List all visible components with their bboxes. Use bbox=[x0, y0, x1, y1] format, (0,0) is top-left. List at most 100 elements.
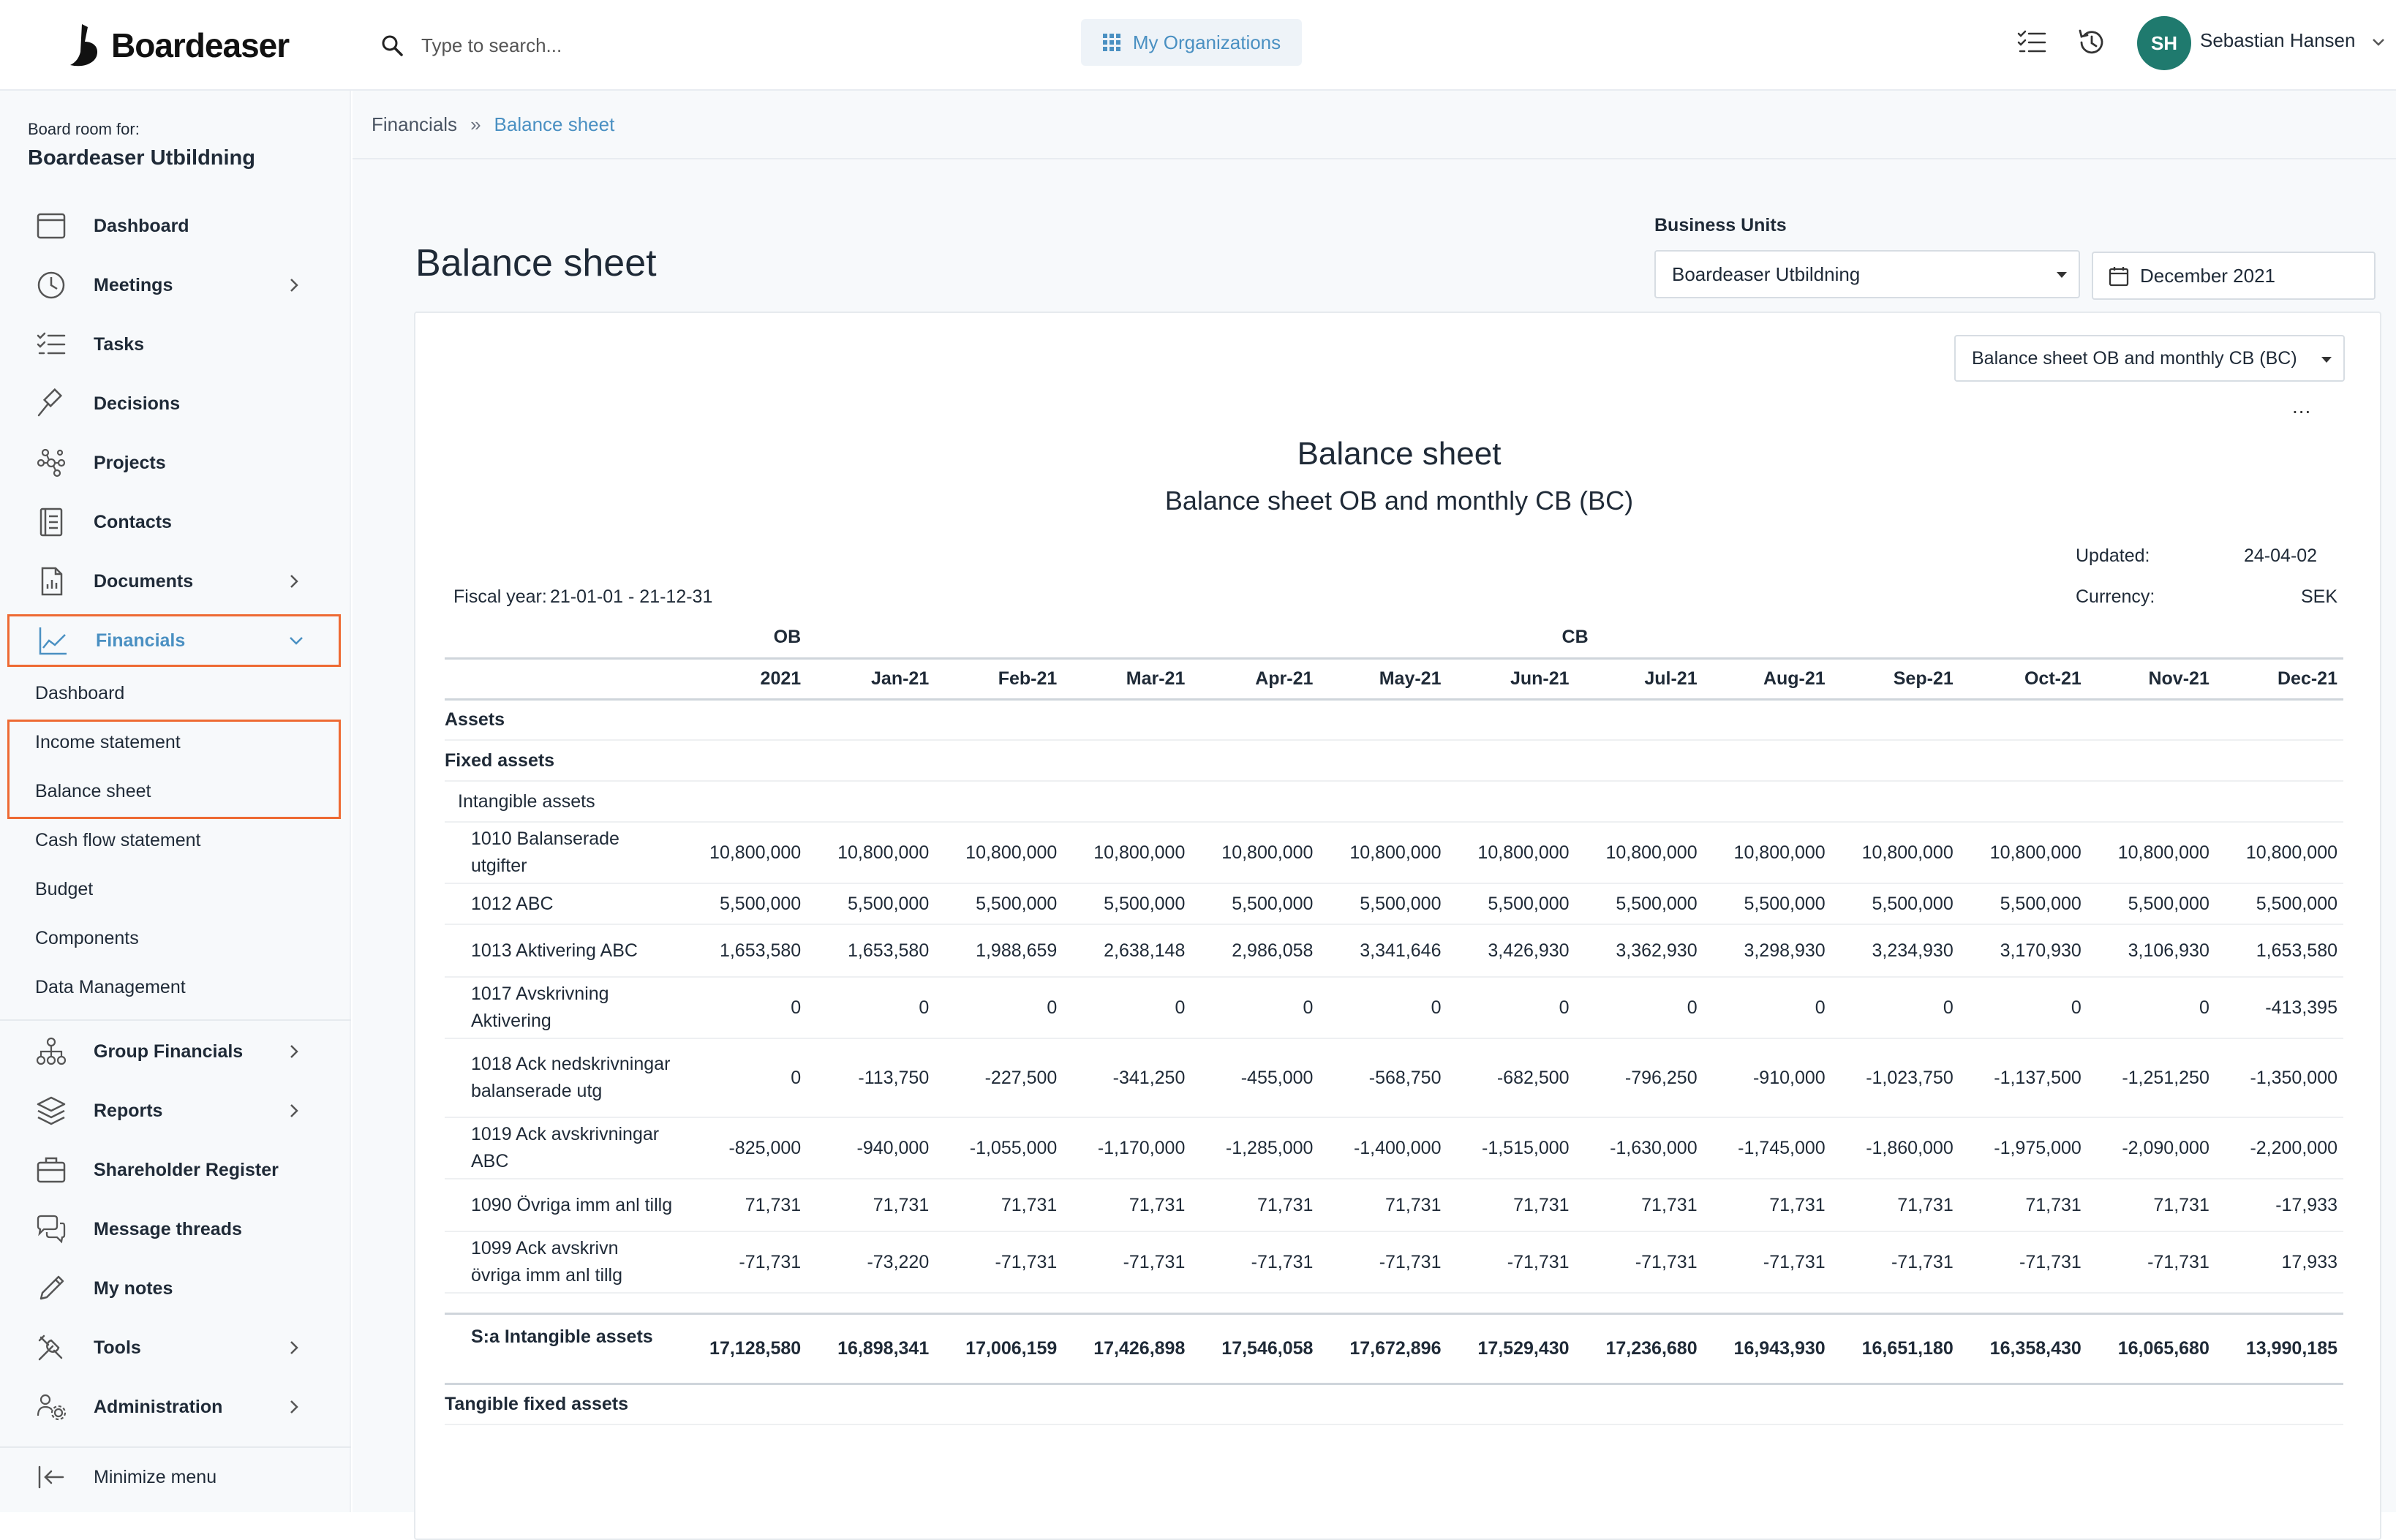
sidebar-item-reports[interactable]: Reports bbox=[7, 1084, 341, 1137]
sidebar-item-message-threads[interactable]: Message threads bbox=[7, 1203, 341, 1256]
table-cell: 5,500,000 bbox=[1063, 883, 1191, 925]
table-cell: 71,731 bbox=[1447, 1179, 1575, 1232]
sidebar-item-dashboard[interactable]: Dashboard bbox=[7, 200, 341, 252]
table-cell: -2,090,000 bbox=[2087, 1117, 2215, 1179]
sidebar-item-label: Message threads bbox=[94, 1218, 242, 1239]
logo-text: Boardeaser bbox=[111, 26, 290, 64]
main-content: Financials » Balance sheet Balance sheet… bbox=[353, 91, 2396, 1540]
total-cell: 17,546,058 bbox=[1191, 1312, 1319, 1385]
table-cell: -1,023,750 bbox=[1831, 1038, 1959, 1118]
table-cell: 0 bbox=[1575, 977, 1703, 1039]
table-cell: 10,800,000 bbox=[1191, 822, 1319, 884]
submenu-budget[interactable]: Budget bbox=[35, 879, 94, 899]
table-cell: -1,860,000 bbox=[1831, 1117, 1959, 1179]
account-label: 1017 Avskrivning Aktivering bbox=[445, 977, 679, 1039]
table-row: 1019 Ack avskrivningar ABC -825,000 -940,0… bbox=[445, 1117, 2343, 1179]
sidebar-item-label: Shareholder Register bbox=[94, 1159, 279, 1180]
search-input[interactable] bbox=[420, 33, 859, 58]
search-bar[interactable] bbox=[380, 26, 859, 64]
account-label: 1013 Aktivering ABC bbox=[445, 924, 679, 978]
table-cell: -113,750 bbox=[807, 1038, 935, 1118]
calendar-icon bbox=[37, 213, 66, 239]
boardeaser-logo[interactable]: Boardeaser bbox=[67, 13, 290, 78]
section-row-intangible-assets: Intangible assets bbox=[445, 781, 2343, 823]
sidebar-item-label: Dashboard bbox=[94, 215, 189, 236]
updated-value: 24-04-02 bbox=[2244, 546, 2318, 566]
sidebar-item-tools[interactable]: Tools bbox=[7, 1321, 341, 1374]
table-cell: -1,975,000 bbox=[1959, 1117, 2087, 1179]
table-cell: 3,426,930 bbox=[1447, 924, 1575, 978]
sidebar-item-financials[interactable]: Financials bbox=[7, 614, 341, 667]
logo-mark-icon bbox=[70, 24, 98, 67]
table-cell: 10,800,000 bbox=[935, 822, 1063, 884]
minimize-menu-button[interactable]: Minimize menu bbox=[7, 1451, 341, 1503]
sidebar-item-projects[interactable]: Projects bbox=[7, 437, 341, 489]
minimize-menu-label: Minimize menu bbox=[94, 1466, 217, 1487]
column-header: 2021 bbox=[679, 658, 807, 701]
chevron-down-icon[interactable] bbox=[2368, 32, 2389, 53]
caret-down-icon bbox=[2321, 357, 2332, 363]
table-cell: -1,745,000 bbox=[1703, 1117, 1831, 1179]
sidebar-item-contacts[interactable]: Contacts bbox=[7, 496, 341, 548]
submenu-balance-sheet[interactable]: Balance sheet bbox=[35, 781, 151, 801]
sidebar-item-group-financials[interactable]: Group Financials bbox=[7, 1025, 341, 1078]
column-header: Jan-21 bbox=[807, 658, 935, 701]
submenu-cash-flow-statement[interactable]: Cash flow statement bbox=[35, 830, 201, 850]
calendar-icon bbox=[2109, 267, 2129, 287]
table-cell: 5,500,000 bbox=[679, 883, 807, 925]
divider bbox=[0, 1446, 351, 1448]
submenu-financials-dashboard[interactable]: Dashboard bbox=[35, 683, 125, 703]
table-cell: 10,800,000 bbox=[679, 822, 807, 884]
table-cell: -71,731 bbox=[1447, 1231, 1575, 1294]
column-header: Dec-21 bbox=[2215, 658, 2343, 701]
history-icon[interactable] bbox=[2076, 26, 2108, 58]
sidebar-item-shareholder-register[interactable]: Shareholder Register bbox=[7, 1144, 341, 1196]
column-header: Mar-21 bbox=[1063, 658, 1191, 701]
sidebar-item-my-notes[interactable]: My notes bbox=[7, 1262, 341, 1315]
group-spacer bbox=[445, 617, 679, 660]
task-list-icon[interactable] bbox=[2016, 26, 2048, 58]
briefcase-icon bbox=[37, 1157, 66, 1183]
table-row: 1018 Ack nedskrivningar balanserade utg 0… bbox=[445, 1038, 2343, 1118]
chevron-right-icon bbox=[290, 1400, 298, 1413]
table-cell: 10,800,000 bbox=[1959, 822, 2087, 884]
account-label: 1018 Ack nedskrivningar balanserade utg bbox=[445, 1038, 679, 1118]
business-unit-select[interactable]: Boardeaser Utbildning bbox=[1654, 250, 2080, 298]
breadcrumb-balance-sheet[interactable]: Balance sheet bbox=[494, 113, 615, 135]
table-cell: 3,341,646 bbox=[1319, 924, 1447, 978]
submenu-components[interactable]: Components bbox=[35, 928, 139, 948]
sidebar-item-administration[interactable]: Administration bbox=[7, 1381, 341, 1433]
column-header: Aug-21 bbox=[1703, 658, 1831, 701]
group-cb: CB bbox=[807, 617, 2343, 660]
currency-value: SEK bbox=[2301, 586, 2338, 607]
column-header: Oct-21 bbox=[1959, 658, 2087, 701]
table-cell: 5,500,000 bbox=[935, 883, 1063, 925]
table-body: Assets Fixed assets Intangible assets 10… bbox=[445, 699, 2343, 1425]
sidebar-item-meetings[interactable]: Meetings bbox=[7, 259, 341, 312]
more-options-button[interactable]: ... bbox=[2292, 395, 2312, 418]
sidebar-item-documents[interactable]: Documents bbox=[7, 555, 341, 608]
breadcrumb-financials[interactable]: Financials bbox=[372, 113, 458, 135]
report-type-select[interactable]: Balance sheet OB and monthly CB (BC) bbox=[1954, 335, 2345, 382]
total-cell: 16,943,930 bbox=[1703, 1312, 1831, 1385]
board-name: Boardeaser Utbildning bbox=[28, 146, 255, 170]
sidebar-item-label: Decisions bbox=[94, 393, 181, 414]
table-row: 1012 ABC 5,500,000 5,500,000 5,500,000 5,500… bbox=[445, 883, 2343, 925]
sidebar-item-tasks[interactable]: Tasks bbox=[7, 318, 341, 371]
business-units-label: Business Units bbox=[1654, 215, 1787, 235]
section-row-fixed-assets: Fixed assets bbox=[445, 740, 2343, 782]
table-cell: 71,731 bbox=[1575, 1179, 1703, 1232]
sidebar-item-decisions[interactable]: Decisions bbox=[7, 377, 341, 430]
submenu-income-statement[interactable]: Income statement bbox=[35, 732, 181, 752]
table-row: 1090 Övriga imm anl tillg 71,731 71,731 71,… bbox=[445, 1179, 2343, 1232]
table-row: 1010 Balanserade utgifter 10,800,000 10,80… bbox=[445, 822, 2343, 884]
sidebar-item-label: Contacts bbox=[94, 511, 172, 532]
submenu-data-management[interactable]: Data Management bbox=[35, 977, 186, 997]
period-date-picker[interactable]: December 2021 bbox=[2092, 252, 2376, 300]
my-organizations-button[interactable]: My Organizations bbox=[1081, 19, 1302, 66]
table-cell: -1,285,000 bbox=[1191, 1117, 1319, 1179]
table-cell: -796,250 bbox=[1575, 1038, 1703, 1118]
table-cell: 71,731 bbox=[807, 1179, 935, 1232]
avatar[interactable]: SH bbox=[2137, 16, 2191, 70]
user-name[interactable]: Sebastian Hansen bbox=[2200, 29, 2356, 51]
